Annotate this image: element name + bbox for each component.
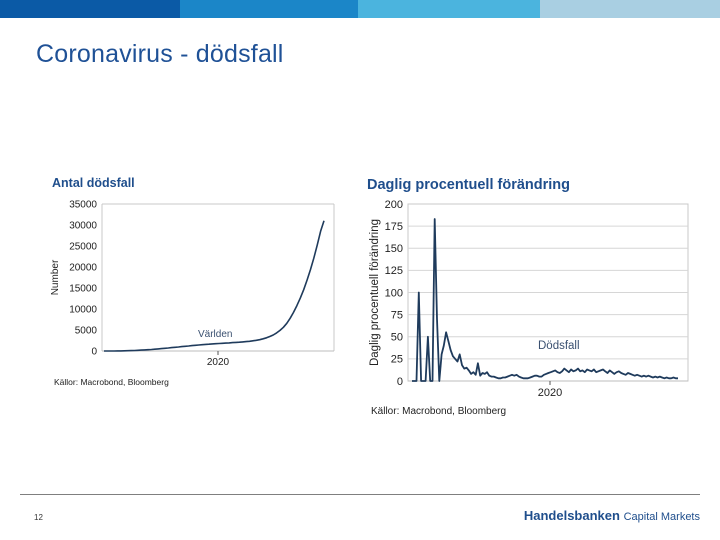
- series-line-1: [412, 218, 678, 382]
- top-bar-segment-3: [358, 0, 540, 18]
- brand-suffix: Capital Markets: [623, 511, 700, 523]
- right-chart: 200 175 150 125 100 75 50 25 0 Daglig procentuell…: [369, 199, 689, 399]
- series-line-0: [104, 220, 325, 352]
- y-tick-label: 200: [385, 199, 403, 211]
- y-tick-label: 75: [391, 309, 403, 321]
- y-tick-label: 175: [385, 221, 403, 233]
- left-chart-title: Antal dödsfall: [52, 176, 135, 190]
- y-tick-label: 20000: [69, 263, 97, 274]
- page-number: 12: [34, 513, 43, 522]
- y-tick-label: 0: [91, 347, 97, 358]
- brand-name: Handelsbanken: [523, 508, 620, 523]
- x-tick-label: 2020: [538, 387, 562, 399]
- top-color-bar: [0, 0, 720, 18]
- left-chart-source: Källor: Macrobond, Bloomberg: [54, 377, 169, 387]
- y-tick-label: 100: [385, 287, 403, 299]
- y-tick-label: 25000: [69, 242, 97, 253]
- footer-divider: [20, 494, 700, 495]
- brand-logo: Handelsbanken Capital Markets: [524, 508, 700, 523]
- y-tick-label: 30000: [69, 221, 97, 232]
- right-chart-title: Daglig procentuell förändring: [367, 177, 571, 193]
- x-tick-label: 2020: [207, 357, 230, 368]
- y-axis-label: Number: [50, 259, 61, 295]
- y-tick-label: 15000: [69, 284, 97, 295]
- y-tick-label: 0: [397, 376, 403, 388]
- y-tick-label: 35000: [69, 200, 97, 211]
- top-bar-segment-1: [0, 0, 180, 18]
- y-tick-label: 5000: [75, 326, 98, 337]
- top-bar-segment-4: [540, 0, 720, 18]
- series-annotation: Dödsfall: [538, 340, 580, 352]
- y-tick-label: 10000: [69, 305, 97, 316]
- y-tick-label: 125: [385, 265, 403, 277]
- y-tick-label: 150: [385, 243, 403, 255]
- y-tick-label: 50: [391, 332, 403, 344]
- left-chart: 35000 30000 25000 20000 15000 10000 5000 0 Numbe…: [50, 200, 335, 368]
- top-bar-segment-2: [180, 0, 358, 18]
- right-chart-source: Källor: Macrobond, Bloomberg: [371, 406, 507, 417]
- slide-title: Coronavirus - dödsfall: [36, 40, 284, 68]
- y-tick-label: 25: [391, 354, 403, 366]
- y-axis-label: Daglig procentuell förändring: [369, 219, 381, 366]
- series-annotation: Världen: [198, 329, 232, 340]
